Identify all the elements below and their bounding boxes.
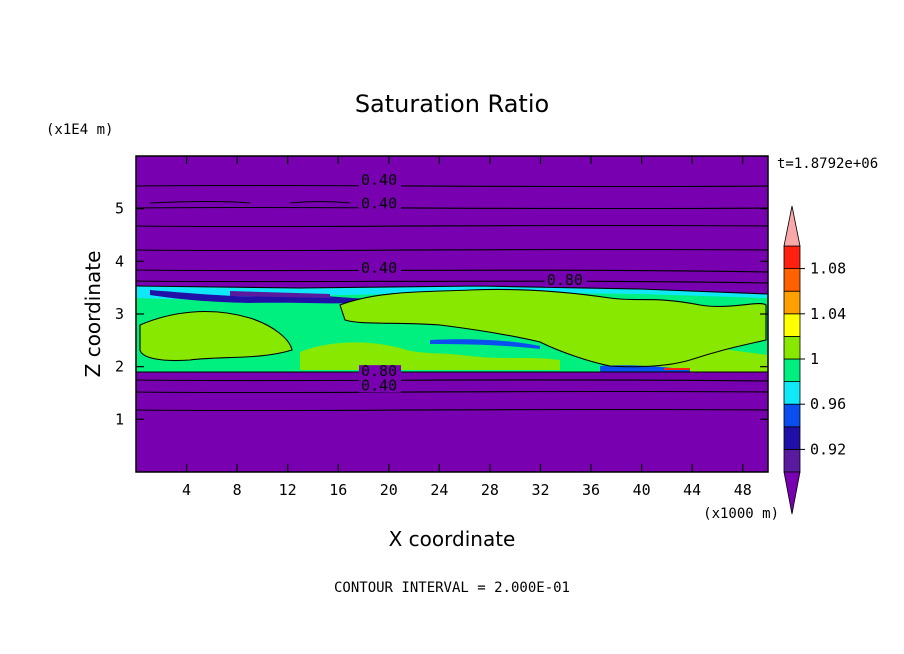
time-label: t=1.8792e+06 bbox=[777, 156, 878, 172]
cloud-patch-large bbox=[340, 289, 766, 367]
colorbar-tick-label: 0.92 bbox=[810, 440, 846, 458]
x-axis-title: X coordinate bbox=[389, 527, 516, 551]
contour-label: 0.80 bbox=[361, 362, 397, 380]
contour-line bbox=[289, 200, 351, 204]
cloud-patch-left bbox=[140, 311, 292, 361]
colorbar-segment bbox=[783, 268, 801, 292]
cloud-streak-blue bbox=[430, 339, 540, 349]
colorbar-segment bbox=[783, 381, 801, 405]
x-unit-label: (x1000 m) bbox=[703, 506, 779, 522]
x-tick-label: 4 bbox=[182, 481, 191, 499]
colorbar-segment bbox=[783, 426, 801, 450]
colorbar-segment bbox=[783, 335, 801, 360]
x-tick-label: 48 bbox=[734, 481, 752, 499]
colorbar-segment bbox=[783, 245, 801, 270]
contour-label: 0.40 bbox=[361, 259, 397, 277]
contour-line bbox=[139, 310, 293, 362]
contour-label-background bbox=[358, 261, 401, 275]
colorbar-segment bbox=[783, 290, 801, 315]
colorbar-tick-label: 0.96 bbox=[810, 395, 846, 413]
contour-line bbox=[136, 184, 768, 188]
y-tick-label: 4 bbox=[115, 252, 124, 270]
colorbar-segment bbox=[783, 403, 801, 428]
y-unit-label: (x1E4 m) bbox=[46, 122, 113, 138]
y-tick-label: 5 bbox=[115, 200, 124, 218]
y-tick-label: 1 bbox=[115, 410, 124, 428]
contour-line bbox=[136, 285, 768, 295]
colorbar-over-arrow bbox=[783, 205, 801, 247]
contour-label-background bbox=[358, 365, 401, 379]
contour-line bbox=[136, 379, 768, 382]
cloud-patch-mid bbox=[300, 342, 560, 370]
x-tick-label: 44 bbox=[683, 481, 701, 499]
contour-line bbox=[136, 408, 768, 412]
contour-line bbox=[136, 224, 768, 228]
x-tick-label: 24 bbox=[430, 481, 448, 499]
contour-label: 0.40 bbox=[361, 376, 397, 394]
colorbar-segment bbox=[783, 313, 801, 337]
colorbar-tick-label: 1 bbox=[810, 350, 819, 368]
x-tick-label: 12 bbox=[279, 481, 297, 499]
contour-interval-footer: CONTOUR INTERVAL = 2.000E-01 bbox=[334, 580, 570, 596]
y-tick-label: 2 bbox=[115, 358, 124, 376]
cloud-patch-right bbox=[640, 344, 768, 372]
contour-line bbox=[136, 280, 768, 284]
cloud-band-top-fringe bbox=[136, 286, 768, 300]
contour-lines bbox=[136, 184, 768, 412]
contour-line bbox=[149, 200, 251, 204]
contour-line bbox=[136, 248, 768, 252]
contour-label: 0.40 bbox=[361, 171, 397, 189]
cloud-spot-red bbox=[664, 368, 690, 370]
colorbar: 0.92 0.96 1 1.04 1.08 bbox=[783, 205, 846, 515]
x-tick-label: 36 bbox=[582, 481, 600, 499]
contour-line bbox=[339, 288, 767, 368]
y-axis-title: Z coordinate bbox=[81, 251, 105, 378]
x-tick-label: 32 bbox=[531, 481, 549, 499]
x-tick-label: 40 bbox=[633, 481, 651, 499]
x-tick-label: 28 bbox=[481, 481, 499, 499]
contour-line bbox=[136, 390, 768, 394]
colorbar-segment bbox=[783, 448, 801, 473]
colorbar-tick-label: 1.08 bbox=[810, 260, 846, 278]
x-tick-label: 20 bbox=[380, 481, 398, 499]
contour-line bbox=[136, 269, 768, 273]
x-tick-label: 8 bbox=[233, 481, 242, 499]
contour-label: 0.40 bbox=[361, 195, 397, 213]
contour-line bbox=[136, 206, 768, 210]
contour-labels: 0.400.400.400.800.800.40 bbox=[358, 171, 587, 394]
colorbar-segment bbox=[783, 358, 801, 383]
x-tick-label: 16 bbox=[329, 481, 347, 499]
contour-label-background bbox=[358, 173, 401, 187]
y-tick-label: 3 bbox=[115, 305, 124, 323]
contour-label-background bbox=[544, 274, 587, 288]
chart-title: Saturation Ratio bbox=[355, 90, 549, 118]
contour-label: 0.80 bbox=[547, 271, 583, 289]
contour-label-background bbox=[358, 379, 401, 393]
cloud-band-purple-streak bbox=[230, 291, 330, 298]
contour-label-background bbox=[358, 197, 401, 211]
colorbar-under-arrow bbox=[783, 471, 801, 515]
colorbar-tick-label: 1.04 bbox=[810, 305, 846, 323]
